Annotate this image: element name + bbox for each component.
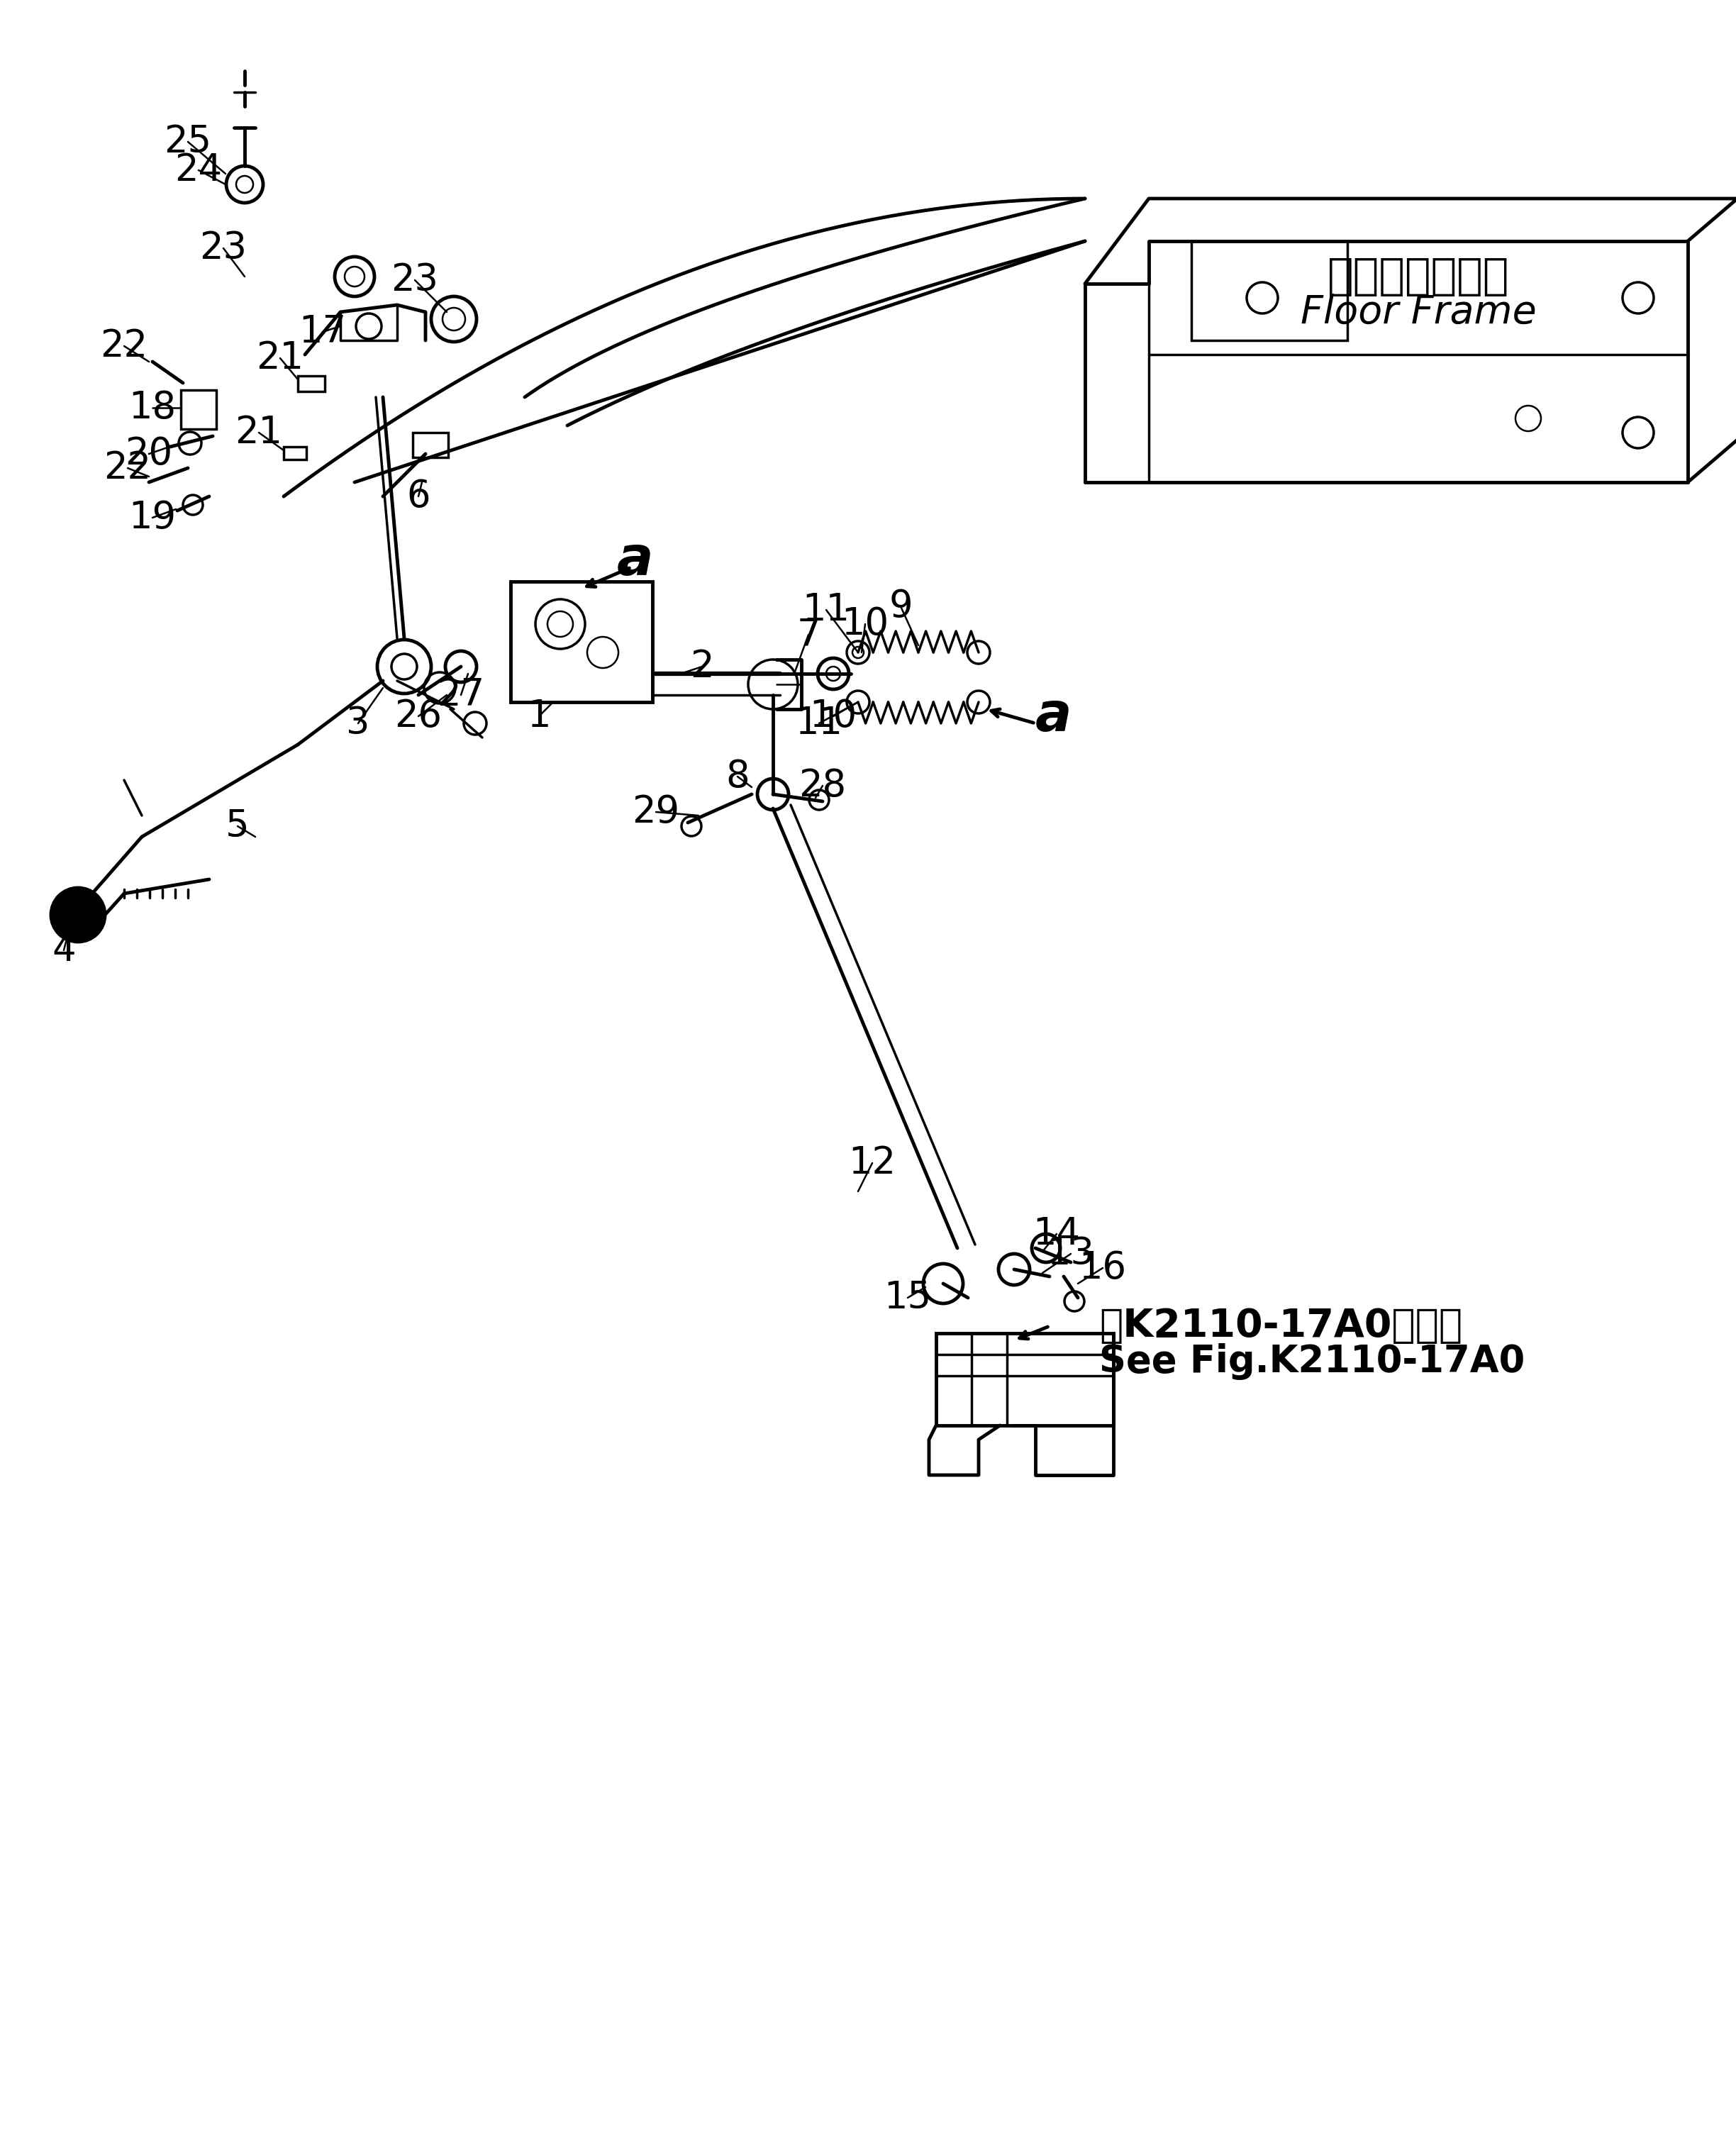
Text: フロアフレーム: フロアフレーム (1328, 256, 1509, 297)
Text: 12: 12 (849, 1145, 896, 1181)
Text: 14: 14 (1033, 1215, 1080, 1252)
Text: 25: 25 (165, 124, 212, 160)
Text: 2: 2 (691, 647, 713, 686)
Bar (1191, 241, 1347, 340)
Text: 21: 21 (257, 340, 304, 376)
Text: 27: 27 (437, 677, 484, 713)
Text: 6: 6 (406, 478, 431, 515)
Text: 19: 19 (128, 500, 177, 536)
Circle shape (50, 889, 104, 942)
Text: 10: 10 (842, 607, 889, 643)
Text: 21: 21 (234, 414, 283, 451)
Bar (413, 434, 448, 457)
Text: 28: 28 (799, 767, 847, 803)
Text: 16: 16 (1080, 1250, 1127, 1286)
Text: 3: 3 (345, 705, 370, 741)
Bar (510, 581, 653, 703)
Bar (299, 376, 325, 391)
Text: 26: 26 (394, 698, 443, 735)
Text: Floor Frame: Floor Frame (1300, 293, 1536, 331)
Bar (283, 446, 306, 459)
Text: 13: 13 (1047, 1235, 1095, 1273)
Text: 5: 5 (226, 807, 250, 844)
Bar (181, 391, 217, 429)
Text: 1: 1 (528, 698, 550, 735)
Text: See Fig.K2110-17A0: See Fig.K2110-17A0 (1099, 1344, 1524, 1380)
Text: 29: 29 (632, 795, 681, 831)
Text: 7: 7 (797, 617, 821, 654)
Text: a: a (1035, 690, 1071, 743)
Text: 23: 23 (200, 231, 247, 267)
Text: 24: 24 (175, 152, 222, 188)
Text: 22: 22 (104, 449, 151, 487)
Text: 4: 4 (52, 931, 76, 970)
Text: 第K2110-17A0図参照: 第K2110-17A0図参照 (1099, 1307, 1462, 1346)
Text: 17: 17 (299, 314, 347, 350)
Text: a: a (616, 534, 653, 587)
Text: 10: 10 (809, 698, 858, 735)
Text: 23: 23 (391, 263, 439, 299)
Text: 11: 11 (795, 705, 842, 741)
Text: 11: 11 (802, 592, 851, 628)
Text: 18: 18 (128, 389, 177, 427)
Text: 8: 8 (726, 758, 750, 795)
Text: 22: 22 (101, 327, 148, 365)
Text: 9: 9 (889, 587, 913, 624)
Text: 20: 20 (125, 436, 172, 472)
Bar (936, 1333, 1113, 1425)
Text: 15: 15 (884, 1279, 932, 1316)
